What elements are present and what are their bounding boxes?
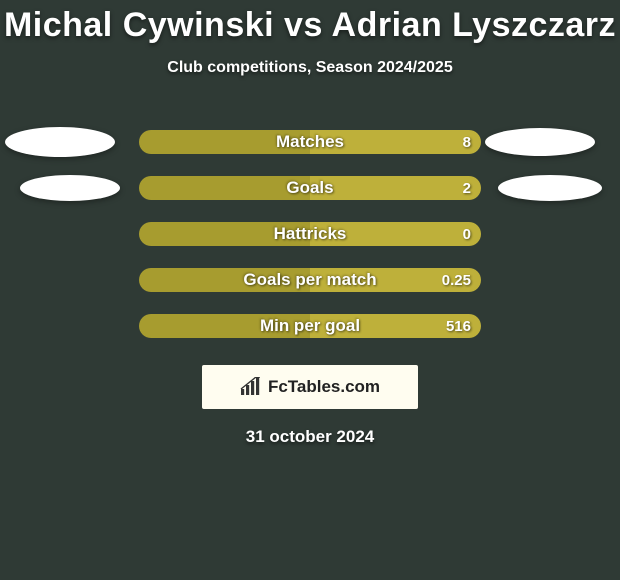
left-ellipse xyxy=(20,175,120,201)
stat-bar-left xyxy=(139,222,310,246)
stat-row: Goals per match0.25 xyxy=(0,257,620,303)
right-ellipse xyxy=(498,175,602,201)
stat-bar: Matches8 xyxy=(139,130,481,154)
stat-row: Min per goal516 xyxy=(0,303,620,349)
left-ellipse xyxy=(5,127,115,157)
bar-chart-icon xyxy=(240,377,262,397)
comparison-card: Michal Cywinski vs Adrian Lyszczarz Club… xyxy=(0,0,620,447)
stat-value-right: 516 xyxy=(446,314,471,338)
stat-bar-left xyxy=(139,314,310,338)
stat-bar: Goals per match0.25 xyxy=(139,268,481,292)
stats-section: Matches8 Goals2 Hattricks0 Goals per match0… xyxy=(0,119,620,349)
subtitle: Club competitions, Season 2024/2025 xyxy=(0,59,620,77)
stat-value-right: 0 xyxy=(463,222,471,246)
stat-row: Hattricks0 xyxy=(0,211,620,257)
page-title: Michal Cywinski vs Adrian Lyszczarz xyxy=(0,6,620,45)
stat-value-right: 8 xyxy=(463,130,471,154)
stat-bar-left xyxy=(139,176,310,200)
stat-bar-left xyxy=(139,130,310,154)
stat-value-right: 2 xyxy=(463,176,471,200)
stat-bar-right xyxy=(310,222,481,246)
stat-value-right: 0.25 xyxy=(442,268,471,292)
sponsor-badge[interactable]: FcTables.com xyxy=(202,365,418,409)
stat-bar: Goals2 xyxy=(139,176,481,200)
right-ellipse xyxy=(485,128,595,156)
sponsor-label: FcTables.com xyxy=(268,377,380,397)
stat-bar-right xyxy=(310,130,481,154)
stat-bar: Hattricks0 xyxy=(139,222,481,246)
stat-bar-right xyxy=(310,176,481,200)
stat-bar-left xyxy=(139,268,310,292)
date-stamp: 31 october 2024 xyxy=(0,427,620,447)
stat-bar: Min per goal516 xyxy=(139,314,481,338)
